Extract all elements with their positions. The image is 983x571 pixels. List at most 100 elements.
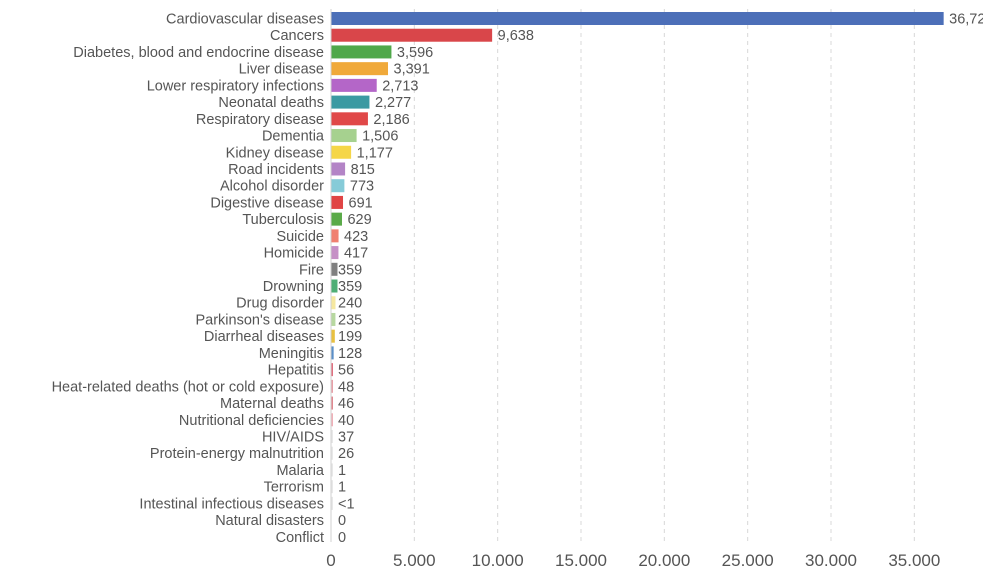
category-label: Kidney disease: [226, 145, 324, 161]
bar: [331, 162, 346, 176]
value-label: 1: [338, 480, 346, 496]
category-label: Alcohol disorder: [220, 179, 324, 195]
x-tick-label: 15.000: [555, 551, 607, 570]
bar: [331, 480, 333, 494]
value-label: 0: [338, 513, 346, 529]
category-label: Neonatal deaths: [218, 95, 324, 111]
bar: [331, 112, 368, 126]
bar: [331, 95, 370, 109]
x-tick-label: 25.000: [722, 551, 774, 570]
category-label: Cardiovascular diseases: [166, 12, 324, 28]
value-label: 815: [351, 162, 375, 178]
value-label: 2,277: [375, 95, 411, 111]
category-label: Tuberculosis: [242, 212, 324, 228]
category-label: Lower respiratory infections: [147, 78, 324, 94]
category-label: Homicide: [264, 246, 324, 262]
category-label: Malaria: [276, 463, 324, 479]
label-layer: Cardiovascular diseases 36,729 Cancers 9,63…: [52, 12, 983, 546]
bar: [331, 195, 344, 209]
bar: [331, 396, 333, 410]
bar: [331, 262, 338, 276]
bar: [331, 129, 357, 143]
bar-layer: [331, 12, 944, 510]
bar: [331, 296, 336, 310]
bar: [331, 413, 333, 427]
category-label: Fire: [299, 262, 324, 278]
bar: [331, 346, 334, 360]
value-label: <1: [338, 496, 355, 512]
value-label: 56: [338, 363, 354, 379]
category-label: Respiratory disease: [196, 112, 324, 128]
value-label: 46: [338, 396, 354, 412]
category-label: Intestinal infectious diseases: [139, 496, 324, 512]
category-label: Nutritional deficiencies: [179, 413, 324, 429]
value-label: 3,596: [397, 45, 433, 61]
category-label: Digestive disease: [210, 195, 324, 211]
value-label: 9,638: [498, 28, 534, 44]
category-label: Terrorism: [264, 480, 324, 496]
value-label: 417: [344, 246, 368, 262]
bar: [331, 145, 352, 159]
value-label: 1: [338, 463, 346, 479]
bar: [331, 430, 333, 443]
x-axis-ticks: 0 5.000 10.000 15.000 20.000 25.000 30.000 35.0…: [326, 551, 940, 570]
value-label: 37: [338, 430, 354, 446]
category-label: Liver disease: [239, 62, 324, 78]
value-label: 48: [338, 379, 354, 395]
value-label: 359: [338, 279, 362, 295]
value-label: 0: [338, 530, 346, 546]
x-tick-label: 20.000: [638, 551, 690, 570]
x-tick-label: 5.000: [393, 551, 436, 570]
category-label: Cancers: [270, 28, 324, 44]
category-label: Hepatitis: [268, 363, 324, 379]
category-label: Natural disasters: [215, 513, 324, 529]
value-label: 128: [338, 346, 362, 362]
category-label: HIV/AIDS: [262, 430, 324, 446]
value-label: 3,391: [394, 62, 430, 78]
bar: [331, 446, 333, 460]
value-label: 36,729: [949, 12, 983, 28]
category-label: Meningitis: [259, 346, 324, 362]
bar: [331, 179, 345, 193]
x-tick-label: 35.000: [888, 551, 940, 570]
bar: [331, 45, 392, 59]
x-tick-label: 0: [326, 551, 335, 570]
grid-layer: [330, 9, 915, 542]
bar: [331, 62, 389, 76]
bar: [331, 463, 333, 477]
category-label: Dementia: [262, 129, 325, 145]
category-label: Suicide: [276, 229, 324, 245]
value-label: 2,713: [382, 78, 418, 94]
bar: [331, 212, 342, 226]
x-tick-label: 10.000: [472, 551, 524, 570]
bar: [331, 246, 339, 260]
value-label: 1,177: [357, 145, 393, 161]
x-tick-label: 30.000: [805, 551, 857, 570]
value-label: 240: [338, 296, 362, 312]
bar: [331, 312, 336, 326]
bar: [331, 329, 335, 343]
value-label: 359: [338, 262, 362, 278]
value-label: 2,186: [373, 112, 409, 128]
value-label: 1,506: [362, 129, 398, 145]
bar: [331, 12, 944, 25]
category-label: Road incidents: [228, 162, 324, 178]
value-label: 26: [338, 446, 354, 462]
category-label: Drug disorder: [236, 296, 324, 312]
bar: [331, 279, 338, 293]
category-label: Drowning: [263, 279, 324, 295]
value-label: 40: [338, 413, 354, 429]
category-label: Heat-related deaths (hot or cold exposur…: [52, 379, 324, 395]
value-label: 691: [349, 195, 373, 211]
category-label: Conflict: [276, 530, 324, 546]
bar: [331, 379, 333, 393]
value-label: 629: [347, 212, 371, 228]
bar: [331, 496, 333, 510]
category-label: Diarrheal diseases: [204, 329, 324, 345]
value-label: 423: [344, 229, 368, 245]
category-label: Parkinson's disease: [195, 312, 324, 328]
category-label: Diabetes, blood and endocrine disease: [73, 45, 324, 61]
value-label: 773: [350, 179, 374, 195]
